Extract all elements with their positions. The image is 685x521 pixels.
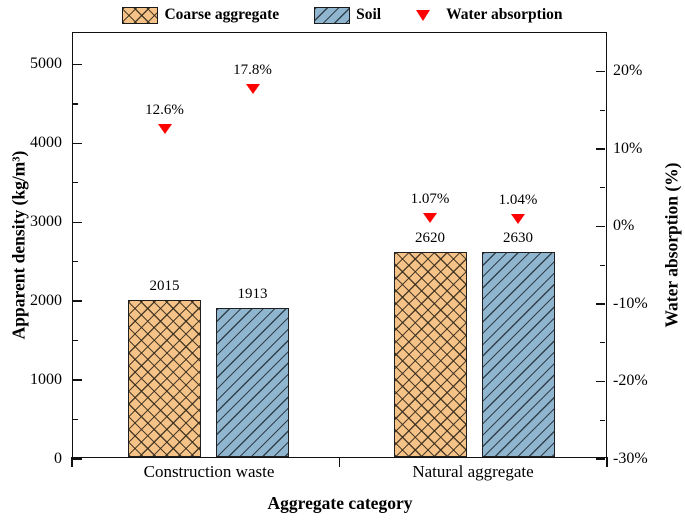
legend-label-coarse-aggregate: Coarse aggregate (164, 6, 280, 23)
chart-legend: Coarse aggregate Soil Water absorption (0, 2, 685, 28)
right-axis-minor-tick (600, 187, 605, 189)
bar-value-label: 1913 (237, 286, 268, 303)
left-axis-tick (73, 458, 82, 460)
water-absorption-value-label: 12.6% (145, 102, 184, 119)
right-axis-tick-label: 0% (613, 217, 635, 235)
left-axis-tick (73, 63, 82, 66)
water-absorption-value-label: 1.07% (410, 191, 450, 208)
water-absorption-marker (157, 124, 172, 135)
left-axis-tick-label: 5000 (30, 55, 62, 73)
left-axis-tick-label: 1000 (30, 370, 62, 388)
water-absorption-marker (423, 213, 438, 224)
right-axis-minor-tick (600, 342, 605, 344)
left-axis-tick-label: 4000 (30, 133, 62, 151)
left-axis-minor-tick (73, 103, 78, 105)
bottom-axis-tick (71, 457, 73, 467)
coarse-aggregate-swatch-icon (122, 6, 159, 24)
left-axis-minor-tick (73, 261, 78, 263)
bar-value-label: 2620 (415, 230, 446, 247)
right-axis-tick (596, 458, 605, 460)
bar-soil (481, 251, 555, 457)
x-axis-title: Aggregate category (267, 493, 413, 513)
legend-item-coarse-aggregate: Coarse aggregate (122, 6, 279, 24)
plot-area: 2015 12.6% 1913 17.8% 2620 1.07% 2630 1.04% (72, 32, 607, 460)
soil-swatch-icon (314, 6, 351, 24)
water-absorption-marker (245, 83, 260, 94)
left-axis-tick (73, 300, 82, 302)
category-label-natural-aggregate: Natural aggregate (412, 462, 534, 481)
legend-label-soil: Soil (356, 6, 382, 23)
legend-label-water-absorption: Water absorption (446, 6, 563, 23)
bar-value-label: 2630 (503, 229, 534, 246)
left-axis-tick-label: 2000 (30, 291, 62, 309)
left-axis-minor-tick (73, 340, 78, 342)
left-axis-minor-tick (73, 418, 78, 421)
water-absorption-value-label: 17.8% (233, 61, 272, 78)
bar-soil (216, 308, 289, 457)
right-axis-tick-label: -10% (613, 294, 648, 312)
right-axis-minor-tick (600, 109, 605, 112)
right-axis-minor-tick (600, 419, 605, 421)
left-axis-tick (73, 379, 82, 381)
right-axis-tick-label: -20% (613, 372, 648, 390)
water-absorption-value-label: 1.04% (498, 191, 538, 208)
left-axis-tick (73, 221, 82, 224)
legend-item-soil: Soil (314, 6, 381, 24)
right-axis-tick (596, 225, 605, 228)
right-axis-tick (596, 148, 605, 150)
water-absorption-triangle-icon (416, 9, 431, 21)
right-axis-tick (596, 70, 605, 73)
legend-item-water-absorption: Water absorption (416, 6, 563, 24)
left-axis-tick (73, 142, 82, 145)
right-axis-tick (596, 303, 605, 305)
left-axis-tick-label: 3000 (30, 212, 62, 230)
water-absorption-marker (511, 213, 526, 224)
bar-coarse-aggregate (128, 300, 201, 457)
right-axis-tick-label: -30% (613, 449, 648, 467)
left-axis-minor-tick (73, 182, 78, 184)
bottom-axis-tick (606, 457, 608, 467)
category-label-construction-waste: Construction waste (143, 462, 275, 481)
right-axis-minor-tick (600, 264, 605, 266)
left-axis-tick-label: 0 (54, 449, 62, 467)
bottom-axis-tick (338, 457, 341, 467)
right-axis-tick (596, 380, 605, 383)
right-axis-tick-label: 10% (613, 139, 643, 157)
bar-value-label: 2015 (149, 278, 180, 295)
right-axis-tick-label: 20% (613, 62, 643, 80)
bar-coarse-aggregate (393, 252, 467, 457)
left-axis-title: Apparent density (kg/m³) (8, 150, 29, 340)
